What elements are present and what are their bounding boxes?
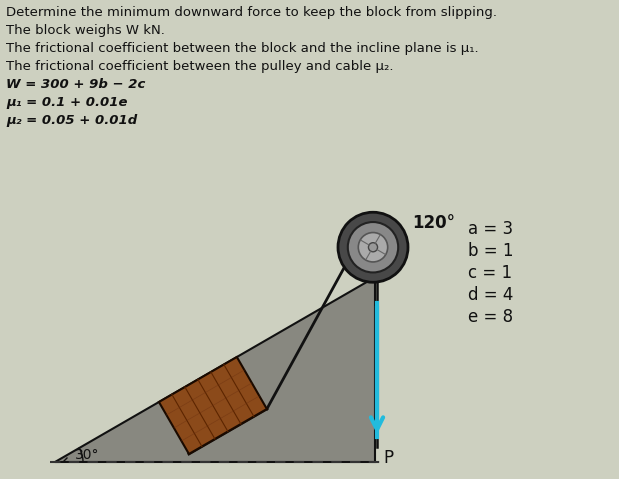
Text: e = 8: e = 8 — [468, 308, 513, 326]
Circle shape — [358, 232, 387, 262]
Text: W = 300 + 9b − 2c: W = 300 + 9b − 2c — [6, 78, 145, 91]
Text: a = 3: a = 3 — [468, 220, 513, 238]
Polygon shape — [55, 277, 375, 462]
Text: μ₂ = 0.05 + 0.01d: μ₂ = 0.05 + 0.01d — [6, 114, 137, 127]
Circle shape — [368, 243, 378, 252]
Text: 30°: 30° — [75, 448, 100, 462]
Text: μ₁ = 0.1 + 0.01e: μ₁ = 0.1 + 0.01e — [6, 96, 128, 109]
Polygon shape — [159, 357, 267, 454]
Circle shape — [338, 212, 408, 282]
Circle shape — [348, 222, 398, 273]
Text: d = 4: d = 4 — [468, 286, 513, 304]
Text: P: P — [383, 449, 393, 467]
Text: 120°: 120° — [412, 214, 455, 232]
Text: The block weighs W kN.: The block weighs W kN. — [6, 24, 165, 37]
Text: The frictional coefficient between the pulley and cable μ₂.: The frictional coefficient between the p… — [6, 60, 394, 73]
Text: b = 1: b = 1 — [468, 242, 514, 260]
Text: The frictional coefficient between the block and the incline plane is μ₁.: The frictional coefficient between the b… — [6, 42, 478, 55]
Text: Determine the minimum downward force to keep the block from slipping.: Determine the minimum downward force to … — [6, 6, 497, 19]
Text: c = 1: c = 1 — [468, 264, 512, 282]
